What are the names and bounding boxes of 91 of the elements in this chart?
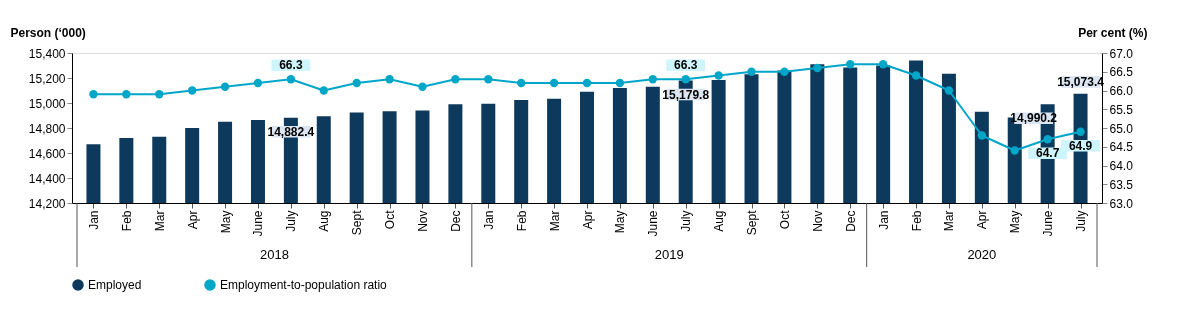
data-label: 66.3	[674, 58, 698, 73]
data-label: 66.3	[279, 58, 303, 73]
x-tick-label: Feb	[119, 210, 134, 232]
point	[549, 78, 559, 88]
y2-tick-label: 65.0	[1109, 121, 1134, 136]
x-tick-label: Aug	[712, 210, 727, 232]
point	[615, 78, 625, 88]
x-tick-label: Oct	[383, 209, 398, 230]
data-label: 14,882.4	[267, 124, 315, 139]
point	[846, 60, 855, 69]
y2-axis-title: Per cent (%)	[1078, 25, 1148, 40]
x-tick-label: Apr	[975, 210, 990, 230]
x-tick-label: June	[646, 210, 661, 237]
x-tick-label: Oct	[777, 209, 792, 230]
x-tick-label: Apr	[185, 210, 200, 230]
point	[1076, 127, 1085, 136]
point	[253, 78, 263, 88]
x-tick-label: Aug	[317, 210, 332, 232]
point	[89, 90, 98, 99]
x-tick-label: May	[1008, 210, 1023, 234]
x-tick-label: Jan	[876, 210, 891, 230]
point	[681, 75, 690, 84]
point	[1043, 135, 1052, 144]
point	[187, 86, 197, 95]
point	[418, 82, 427, 91]
x-tick-label: June	[251, 210, 266, 237]
y-tick-label: 14,200	[28, 196, 66, 211]
point	[517, 78, 526, 88]
point	[747, 67, 756, 76]
x-tick-label: Jan	[481, 210, 496, 230]
x-tick-label: June	[1041, 210, 1056, 237]
y-tick-label: 15,400	[28, 46, 66, 61]
data-label: 15,179.8	[662, 87, 710, 102]
y-tick-label: 14,600	[28, 146, 66, 161]
point	[385, 75, 394, 84]
point	[352, 78, 361, 88]
x-tick-label: July	[284, 210, 299, 232]
point	[977, 131, 987, 140]
point	[648, 75, 657, 84]
point	[1010, 146, 1019, 155]
data-label: 64.9	[1068, 138, 1093, 153]
point	[878, 60, 888, 69]
point	[813, 63, 822, 73]
y2-tick-label: 64.5	[1109, 140, 1134, 155]
point	[155, 90, 164, 99]
y2-tick-label: 67.0	[1109, 46, 1134, 61]
legend-label: Employed	[88, 278, 142, 292]
y2-tick-label: 63.5	[1109, 177, 1134, 192]
x-tick-label: Sept	[350, 209, 365, 236]
y-tick-label: 14,400	[28, 171, 66, 186]
x-tick-label: Mar	[547, 210, 562, 232]
y-axis-title: Person (‘000)	[10, 25, 86, 40]
x-tick-label: Mar	[152, 210, 167, 232]
point	[780, 67, 789, 76]
x-tick-label: Nov	[415, 210, 430, 232]
point	[122, 90, 131, 99]
point	[319, 86, 328, 95]
x-tick-label: Dec	[448, 210, 463, 232]
data-label: 64.7	[1035, 146, 1060, 161]
x-tick-label: July	[679, 210, 694, 232]
x-tick-label: Nov	[810, 210, 825, 232]
point	[582, 78, 592, 88]
point	[944, 86, 954, 95]
x-tick-label: Sept	[745, 209, 760, 236]
text: 2019	[654, 247, 684, 262]
y-tick-label: 15,000	[28, 96, 66, 111]
x-tick-label: May	[613, 210, 628, 234]
point	[714, 71, 723, 80]
point	[911, 71, 921, 80]
x-tick-label: Mar	[942, 210, 957, 232]
x-tick-label: July	[1074, 210, 1089, 232]
y2-tick-label: 63.0	[1109, 196, 1134, 211]
point	[484, 75, 493, 84]
x-tick-label: Feb	[514, 210, 529, 232]
point	[220, 82, 230, 91]
x-tick-label: Jan	[86, 210, 101, 230]
text: 2020	[967, 247, 997, 262]
y-tick-label: 14,800	[28, 121, 66, 136]
y2-tick-label: 64.0	[1109, 159, 1134, 173]
x-tick-label: Dec	[843, 210, 858, 232]
legend-label: Employment-to-population ratio	[220, 278, 388, 292]
x-tick-label: Feb	[909, 210, 924, 232]
point	[451, 75, 460, 84]
text: 2018	[259, 247, 289, 262]
y2-tick-label: 65.5	[1109, 102, 1134, 117]
y2-tick-label: 66.5	[1109, 65, 1134, 80]
x-tick-label: Apr	[580, 210, 595, 230]
x-tick-label: May	[218, 210, 233, 234]
point	[286, 75, 296, 84]
y2-tick-label: 66.0	[1109, 84, 1134, 98]
y-tick-label: 15,200	[28, 71, 66, 86]
